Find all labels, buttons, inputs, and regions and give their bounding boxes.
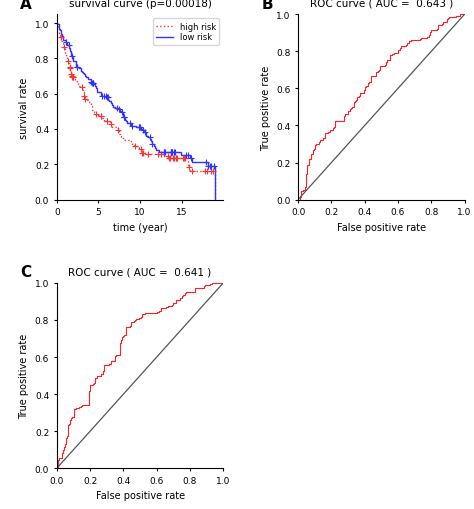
X-axis label: False positive rate: False positive rate bbox=[95, 491, 185, 500]
Y-axis label: True positive rate: True positive rate bbox=[261, 65, 271, 150]
Legend: high risk, low risk: high risk, low risk bbox=[153, 19, 219, 46]
Title: ROC curve ( AUC =  0.641 ): ROC curve ( AUC = 0.641 ) bbox=[68, 267, 212, 277]
Title: survival curve (p=0.00018): survival curve (p=0.00018) bbox=[69, 0, 211, 9]
Title: ROC curve ( AUC =  0.643 ): ROC curve ( AUC = 0.643 ) bbox=[310, 0, 453, 9]
Text: C: C bbox=[20, 265, 31, 280]
Text: B: B bbox=[262, 0, 273, 12]
Text: A: A bbox=[20, 0, 32, 12]
X-axis label: False positive rate: False positive rate bbox=[337, 222, 426, 232]
Y-axis label: survival rate: survival rate bbox=[19, 77, 29, 138]
X-axis label: time (year): time (year) bbox=[113, 222, 167, 232]
Y-axis label: True positive rate: True positive rate bbox=[19, 333, 29, 418]
